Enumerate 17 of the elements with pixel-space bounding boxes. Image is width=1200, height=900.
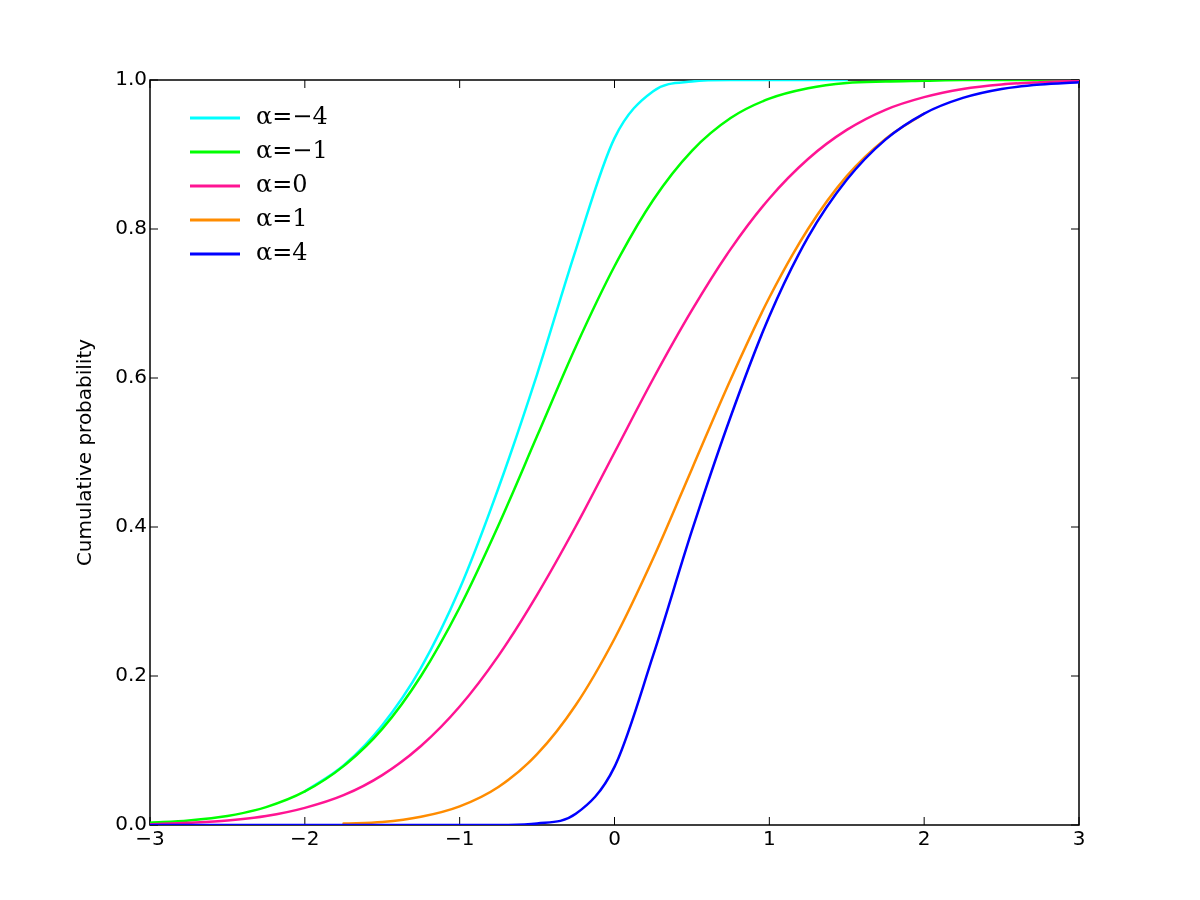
legend-label: α=−4	[256, 102, 328, 131]
y-tick-label: 0.4	[115, 513, 147, 538]
y-axis-title: Cumulative probability	[72, 338, 97, 567]
y-tick-label: 0.8	[115, 215, 147, 240]
y-tick-label: 1.0	[115, 66, 147, 91]
x-tick-label: −2	[290, 826, 320, 851]
x-tick-label: 1	[762, 826, 776, 851]
legend-label: α=4	[256, 238, 308, 267]
y-tick-label: 0.2	[115, 662, 147, 687]
x-tick-label: 2	[917, 826, 931, 851]
legend-label: α=1	[256, 204, 308, 233]
y-tick-label: 0.6	[115, 364, 147, 389]
x-tick-label: −1	[444, 826, 475, 851]
legend-label: α=−1	[256, 136, 328, 165]
x-tick-label: 3	[1072, 826, 1086, 851]
legend-label: α=0	[256, 170, 308, 199]
x-tick-label: 0	[608, 826, 621, 851]
